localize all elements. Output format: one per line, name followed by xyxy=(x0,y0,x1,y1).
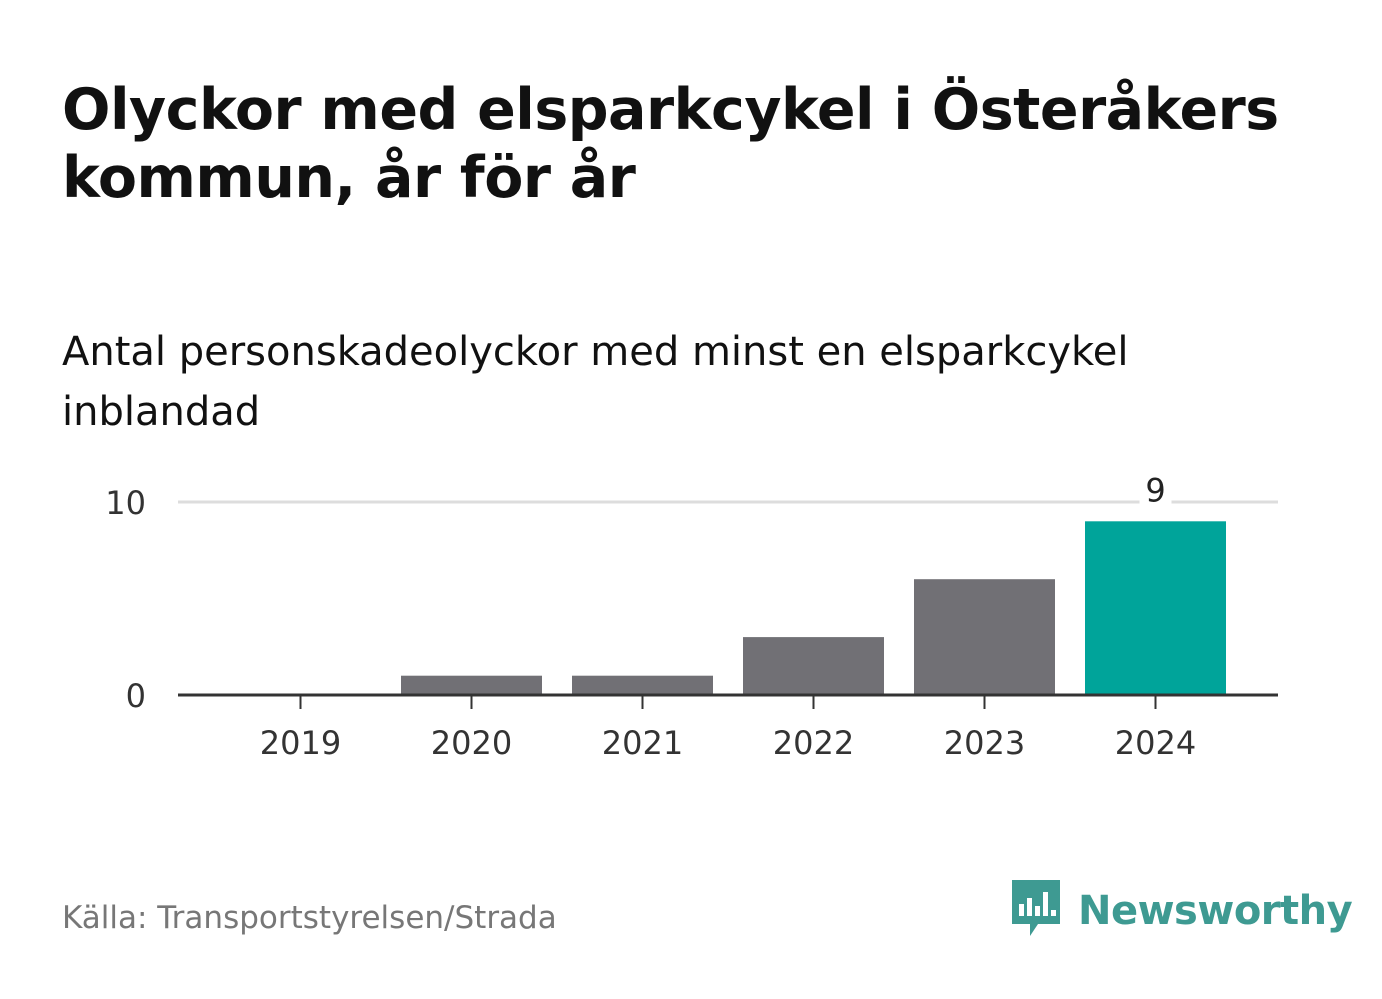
y-tick-label: 10 xyxy=(105,484,146,522)
data-label: 9 xyxy=(1145,471,1165,509)
bar-2023 xyxy=(914,579,1055,695)
bar-2020 xyxy=(401,675,542,695)
x-tick-label: 2020 xyxy=(431,724,512,762)
x-tick-label: 2019 xyxy=(260,724,341,762)
bar-2021 xyxy=(572,675,713,695)
y-axis-tick-labels: 0 10 xyxy=(105,484,146,715)
chart-title: Olyckor med elsparkcykel i Österåkers ko… xyxy=(62,77,1279,211)
data-label-background xyxy=(1139,469,1172,510)
x-tick-label: 2024 xyxy=(1115,724,1196,762)
bar-2024 xyxy=(1085,521,1226,695)
x-tick-label: 2023 xyxy=(944,724,1025,762)
chart-subtitle: Antal personskadeolyckor med minst en el… xyxy=(62,329,1129,435)
brand-logo: Newsworthy xyxy=(1010,878,1353,944)
data-labels: 9 xyxy=(1139,469,1172,510)
x-tick-label: 2022 xyxy=(773,724,854,762)
x-tick-label: 2021 xyxy=(602,724,683,762)
y-tick-label: 0 xyxy=(126,677,146,715)
bar-2022 xyxy=(743,637,884,695)
brand-name: Newsworthy xyxy=(1078,888,1353,934)
x-axis: 2019 2020 2021 2022 2023 2024 xyxy=(178,693,1278,762)
newsworthy-logo-icon xyxy=(1010,878,1062,944)
bars xyxy=(401,521,1226,695)
source-note: Källa: Transportstyrelsen/Strada xyxy=(62,900,557,936)
